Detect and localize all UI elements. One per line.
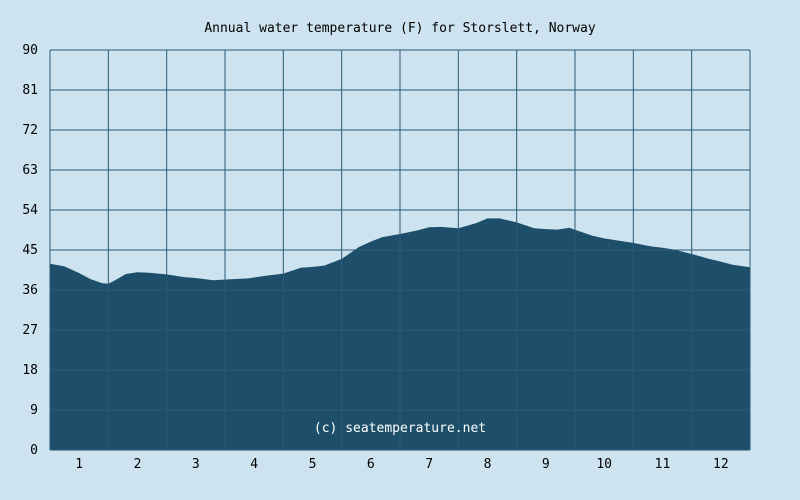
y-tick-label: 45 <box>22 243 38 258</box>
x-tick-label: 9 <box>542 457 550 472</box>
x-tick-label: 2 <box>134 457 142 472</box>
x-tick-label: 5 <box>309 457 317 472</box>
x-tick-label: 7 <box>425 457 433 472</box>
x-tick-label: 3 <box>192 457 200 472</box>
x-tick-label: 8 <box>484 457 492 472</box>
y-tick-label: 27 <box>22 323 38 338</box>
y-tick-label: 90 <box>22 43 38 58</box>
x-tick-label: 10 <box>596 457 612 472</box>
y-tick-label: 9 <box>30 403 38 418</box>
x-tick-label: 6 <box>367 457 375 472</box>
y-tick-label: 0 <box>30 443 38 458</box>
x-tick-label: 12 <box>713 457 729 472</box>
x-tick-label: 4 <box>250 457 258 472</box>
x-tick-label: 11 <box>655 457 671 472</box>
x-tick-label: 1 <box>75 457 83 472</box>
y-tick-label: 36 <box>22 283 38 298</box>
y-tick-label: 63 <box>22 163 38 178</box>
y-tick-label: 72 <box>22 123 38 138</box>
y-tick-label: 18 <box>22 363 38 378</box>
y-tick-label: 81 <box>22 83 38 98</box>
y-tick-label: 54 <box>22 203 38 218</box>
chart-title: Annual water temperature (F) for Storsle… <box>204 21 596 36</box>
watermark-text: (c) seatemperature.net <box>314 421 486 436</box>
